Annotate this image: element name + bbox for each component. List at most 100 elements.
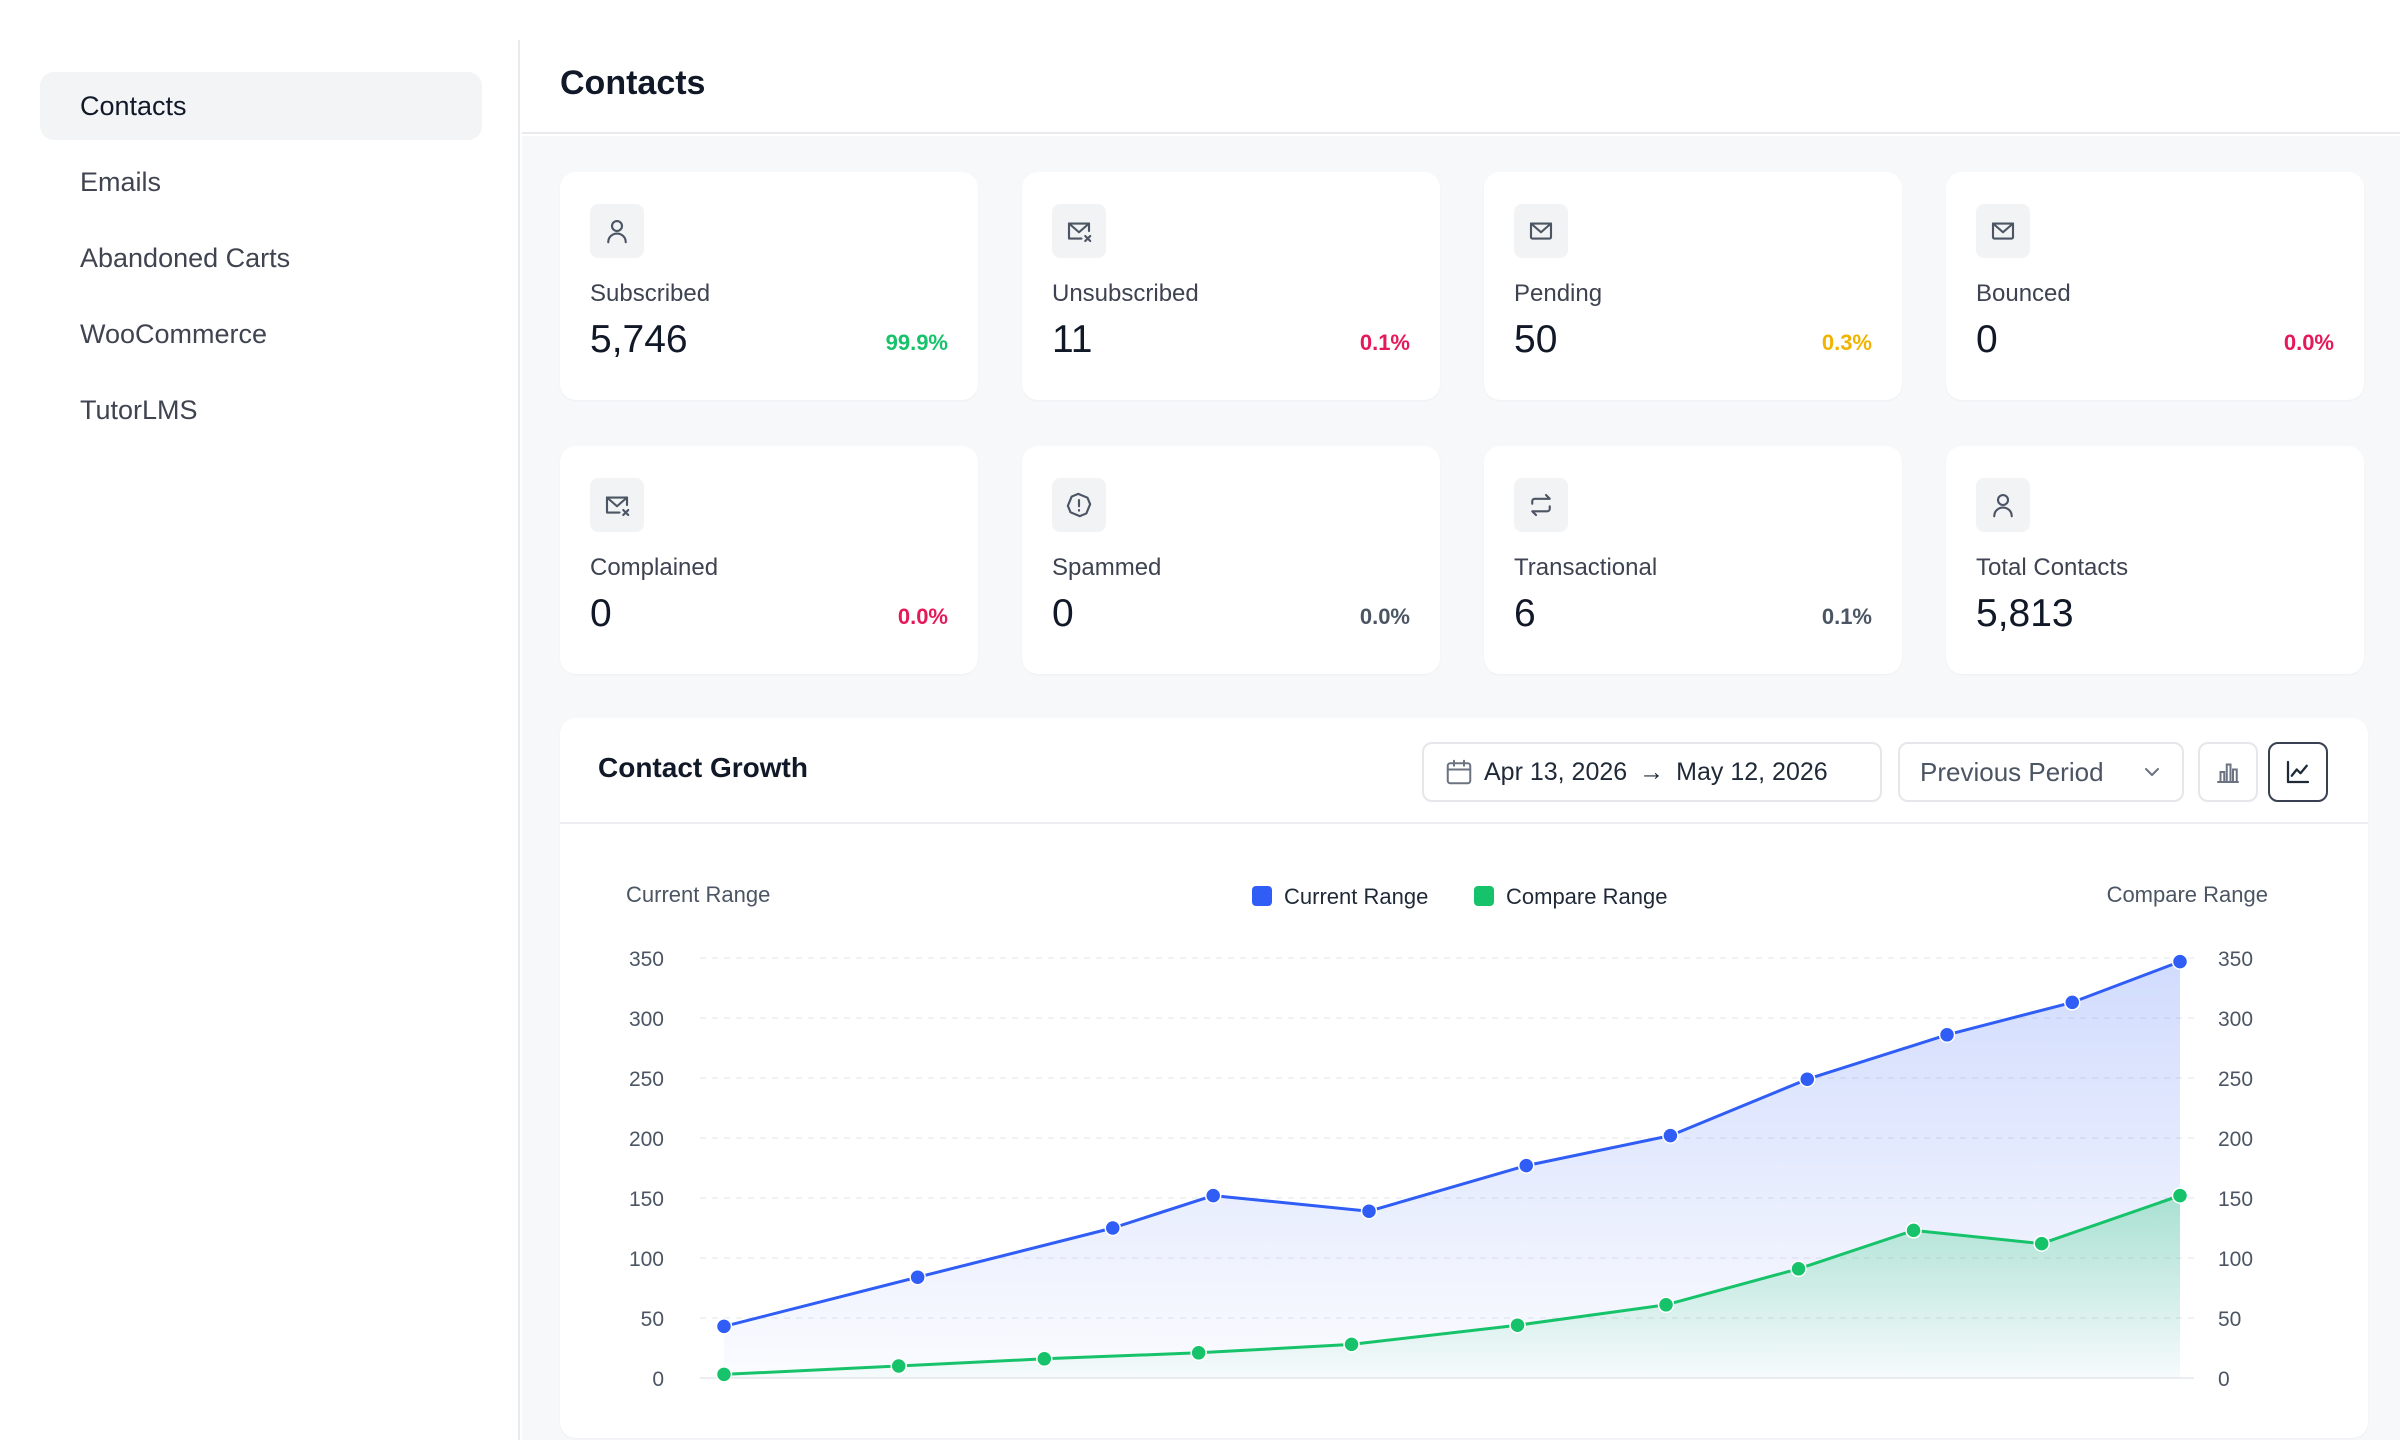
main-content: Subscribed 5,746 99.9% Unsubscribed 11 0…: [522, 136, 2400, 1440]
stat-value: 11: [1052, 318, 1093, 361]
data-point: [715, 1366, 733, 1383]
sidebar-item-emails[interactable]: Emails: [80, 166, 162, 197]
repeat-icon: [1514, 478, 1568, 532]
sidebar-item-woocommerce[interactable]: WooCommerce: [80, 318, 268, 349]
stat-percent: 0.3%: [1821, 330, 1872, 355]
user-icon: [1976, 478, 2030, 532]
page-header: Contacts: [522, 40, 2400, 134]
arrow-right-icon: →: [1639, 757, 1665, 786]
stat-label: Unsubscribed: [1052, 280, 1199, 307]
y-tick-right: 50: [2218, 1308, 2241, 1331]
sidebar-item-tutorlms[interactable]: TutorLMS: [80, 394, 198, 425]
data-point: [1204, 1187, 1222, 1204]
stat-card-subscribed: Subscribed 5,746 99.9%: [560, 172, 978, 400]
contact-growth-panel: Contact Growth Apr 13, 2026 → May 12, 20…: [560, 718, 2368, 1438]
y-axis-title-right: Compare Range: [2107, 882, 2268, 907]
y-tick-right: 300: [2218, 1008, 2253, 1031]
contact-growth-chart: 0 0 50 50 100 100 150 150 200 200 250 250 300 300 350 3…: [626, 882, 2268, 1391]
data-point: [909, 1268, 926, 1286]
data-point: [1036, 1350, 1053, 1368]
y-tick-left: 100: [629, 1248, 664, 1271]
legend-label: Current Range: [1284, 884, 1428, 909]
stat-label: Bounced: [1976, 280, 2071, 307]
stat-card-total-contacts: Total Contacts 5,813: [1946, 446, 2364, 674]
stat-label: Total Contacts: [1976, 554, 2129, 581]
stat-label: Pending: [1514, 280, 1603, 307]
mail-x-icon: [590, 478, 644, 532]
stat-card-bounced: Bounced 0 0.0%: [1946, 172, 2364, 400]
y-tick-left: 250: [629, 1068, 664, 1091]
data-point: [2171, 953, 2189, 970]
stat-percent: 99.9%: [885, 330, 948, 355]
compare-select-value: Previous Period: [1920, 756, 2104, 787]
y-tick-right: 150: [2218, 1188, 2253, 1211]
data-point: [1343, 1336, 1360, 1353]
line-chart-icon: [2286, 760, 2310, 784]
stat-card-unsubscribed: Unsubscribed 11 0.1%: [1022, 172, 1440, 400]
y-tick-right: 100: [2218, 1248, 2253, 1271]
stat-percent: 0.0%: [1359, 604, 1410, 629]
stat-label: Subscribed: [590, 280, 711, 307]
data-point: [2064, 994, 2081, 1011]
stat-card-transactional: Transactional 6 0.1%: [1484, 446, 1902, 674]
y-axis-title-left: Current Range: [626, 882, 770, 907]
data-point: [1104, 1219, 1122, 1237]
y-tick-right: 250: [2218, 1068, 2253, 1091]
date-end: May 12, 2026: [1676, 757, 1828, 786]
user-icon: [590, 204, 644, 258]
y-tick-left: 350: [629, 948, 664, 971]
y-tick-left: 0: [652, 1368, 664, 1391]
y-tick-right: 0: [2218, 1368, 2230, 1391]
stat-label: Complained: [590, 554, 719, 581]
mail-icon: [1976, 204, 2030, 258]
sidebar-item-contacts[interactable]: Contacts: [40, 72, 482, 140]
y-tick-right: 350: [2218, 948, 2253, 971]
compare-period-select[interactable]: Previous Period: [1898, 742, 2184, 802]
stat-value: 5,746: [590, 318, 688, 361]
bar-chart-view-button[interactable]: [2198, 742, 2258, 802]
y-tick-left: 50: [641, 1308, 664, 1331]
sidebar: Contacts Emails Abandoned Carts WooComme…: [0, 40, 520, 1440]
stat-percent: 0.1%: [1359, 330, 1410, 355]
stat-card-complained: Complained 0 0.0%: [560, 446, 978, 674]
data-point: [1190, 1344, 1207, 1362]
data-point: [2033, 1235, 2050, 1252]
chevron-down-icon: [2145, 768, 2159, 776]
page-title: Contacts: [560, 64, 706, 102]
chart-header: Contact Growth Apr 13, 2026 → May 12, 20…: [560, 718, 2368, 824]
stat-value: 0: [1052, 592, 1074, 635]
data-point: [1799, 1070, 1816, 1088]
stat-value: 0: [1976, 318, 1998, 361]
legend-label: Compare Range: [1506, 884, 1667, 909]
stat-label: Transactional: [1514, 554, 1658, 581]
mail-icon: [1514, 204, 1568, 258]
legend-swatch: [1252, 886, 1272, 906]
data-point: [1790, 1260, 1807, 1278]
line-chart-view-button[interactable]: [2268, 742, 2328, 802]
bar-chart-icon: [2217, 763, 2239, 783]
data-point: [1518, 1157, 1535, 1174]
data-point: [715, 1318, 733, 1335]
stat-percent: 0.1%: [1821, 604, 1872, 629]
series-area: [724, 1195, 2180, 1378]
data-point: [1938, 1026, 1956, 1044]
stat-label: Spammed: [1052, 554, 1162, 581]
y-tick-left: 150: [629, 1188, 664, 1211]
stat-percent: 0.0%: [897, 604, 948, 629]
stat-value: 5,813: [1976, 592, 2074, 635]
y-tick-left: 300: [629, 1008, 664, 1031]
stat-value: 50: [1514, 318, 1558, 361]
calendar-icon: [1446, 759, 1472, 785]
data-point: [2171, 1187, 2189, 1204]
date-range-picker[interactable]: Apr 13, 2026 → May 12, 2026: [1422, 742, 1882, 802]
date-start: Apr 13, 2026: [1484, 757, 1628, 786]
data-point: [1360, 1202, 1378, 1220]
stat-card-pending: Pending 50 0.3%: [1484, 172, 1902, 400]
chart-title: Contact Growth: [598, 752, 808, 783]
legend-swatch: [1474, 886, 1494, 906]
alert-octagon-icon: [1052, 478, 1106, 532]
data-point: [1662, 1127, 1679, 1144]
sidebar-item-abandoned-carts[interactable]: Abandoned Carts: [80, 242, 291, 273]
mail-x-icon: [1052, 204, 1106, 258]
y-tick-right: 200: [2218, 1128, 2253, 1151]
